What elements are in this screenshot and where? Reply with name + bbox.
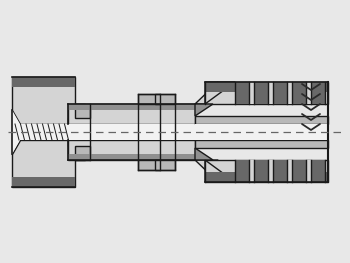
Polygon shape [68, 104, 195, 110]
Polygon shape [138, 160, 160, 170]
Polygon shape [195, 124, 328, 140]
Polygon shape [195, 104, 213, 116]
Polygon shape [287, 82, 292, 104]
Polygon shape [12, 110, 68, 154]
Polygon shape [306, 160, 311, 182]
Polygon shape [205, 82, 328, 104]
Polygon shape [205, 160, 235, 182]
Polygon shape [235, 160, 249, 182]
Polygon shape [68, 128, 195, 136]
Polygon shape [195, 148, 213, 160]
Polygon shape [254, 160, 268, 182]
Polygon shape [254, 82, 268, 104]
Polygon shape [155, 160, 175, 170]
Polygon shape [195, 82, 218, 104]
Polygon shape [138, 94, 160, 104]
Polygon shape [12, 77, 75, 87]
Polygon shape [249, 82, 254, 104]
Polygon shape [68, 124, 195, 140]
Polygon shape [195, 116, 328, 124]
Polygon shape [195, 140, 328, 148]
Polygon shape [287, 160, 292, 182]
Polygon shape [273, 160, 287, 182]
Polygon shape [12, 140, 85, 187]
Polygon shape [249, 160, 254, 182]
Polygon shape [273, 82, 287, 104]
Polygon shape [292, 160, 306, 182]
Polygon shape [311, 82, 325, 104]
Polygon shape [75, 104, 90, 118]
Polygon shape [205, 82, 235, 104]
Polygon shape [12, 77, 85, 124]
Polygon shape [205, 82, 328, 92]
Polygon shape [12, 177, 75, 187]
Polygon shape [195, 160, 218, 182]
Polygon shape [68, 140, 195, 160]
Polygon shape [75, 146, 90, 160]
Polygon shape [68, 104, 195, 124]
Polygon shape [292, 82, 306, 104]
Polygon shape [205, 172, 328, 182]
Polygon shape [306, 82, 311, 104]
Polygon shape [268, 160, 273, 182]
Polygon shape [205, 160, 328, 182]
Polygon shape [68, 154, 195, 160]
Polygon shape [155, 94, 175, 104]
Polygon shape [235, 82, 249, 104]
Polygon shape [268, 82, 273, 104]
Polygon shape [311, 160, 325, 182]
